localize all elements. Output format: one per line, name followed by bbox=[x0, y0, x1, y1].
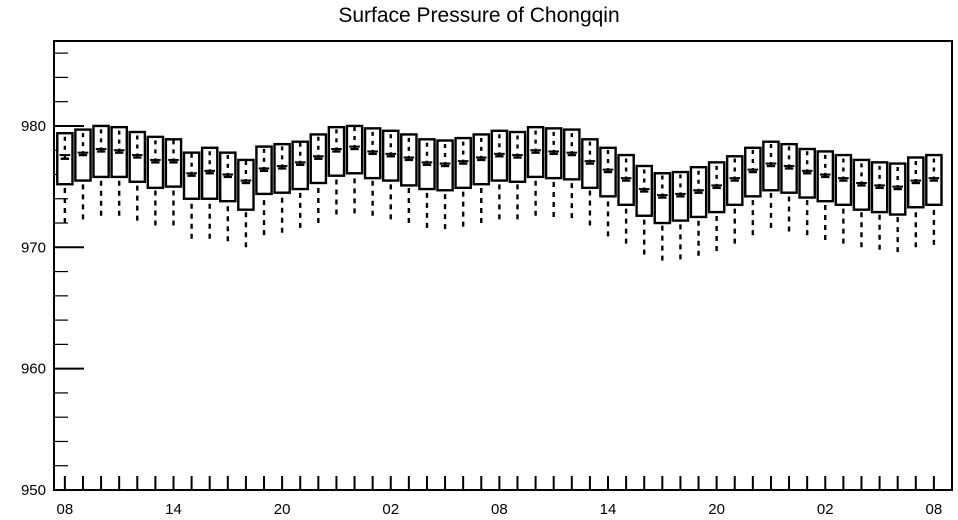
box-item bbox=[744, 146, 762, 236]
box-item bbox=[92, 124, 110, 216]
box-item bbox=[237, 158, 255, 248]
box-item bbox=[219, 151, 237, 242]
box-item bbox=[780, 142, 798, 232]
box-item bbox=[74, 128, 92, 220]
box-item bbox=[164, 138, 183, 226]
box-item bbox=[309, 133, 328, 224]
box-series bbox=[56, 124, 943, 261]
box-item bbox=[363, 127, 382, 216]
box-item bbox=[725, 155, 744, 244]
box-item bbox=[110, 125, 128, 216]
box-item bbox=[56, 132, 74, 224]
plot-frame bbox=[53, 40, 953, 491]
box-item bbox=[816, 150, 835, 241]
box-item bbox=[888, 162, 907, 253]
x-tick-label: 02 bbox=[382, 501, 399, 518]
chart-title: Surface Pressure of Chongqin bbox=[338, 4, 620, 27]
box-item bbox=[671, 170, 690, 260]
box-item bbox=[200, 146, 219, 239]
x-tick-label: 08 bbox=[57, 501, 74, 518]
box-item bbox=[291, 140, 310, 228]
box-item bbox=[562, 128, 581, 219]
box-item bbox=[906, 156, 925, 248]
box-item bbox=[544, 127, 563, 217]
box-item bbox=[255, 145, 273, 236]
box-item bbox=[581, 138, 599, 226]
box-item bbox=[436, 139, 454, 230]
x-tick-label: 20 bbox=[274, 501, 291, 518]
box-item bbox=[472, 133, 491, 224]
box-item bbox=[490, 129, 509, 220]
box-item bbox=[689, 166, 708, 256]
x-tick-label: 14 bbox=[165, 501, 182, 518]
box-item bbox=[653, 172, 672, 261]
box-item bbox=[925, 153, 943, 245]
box-item bbox=[617, 153, 635, 244]
y-tick-label: 950 bbox=[21, 482, 46, 499]
box-item bbox=[635, 164, 654, 255]
box-item bbox=[599, 146, 617, 237]
x-tick-label: 02 bbox=[817, 501, 834, 518]
box-item bbox=[870, 161, 889, 250]
box-item bbox=[381, 129, 400, 220]
y-tick-label: 980 bbox=[21, 118, 46, 135]
box-item bbox=[798, 147, 816, 236]
box-item bbox=[834, 153, 853, 244]
x-tick-label: 08 bbox=[491, 501, 508, 518]
box-item bbox=[508, 130, 527, 220]
box-item bbox=[146, 135, 165, 226]
box-item bbox=[273, 142, 291, 233]
box-item bbox=[327, 125, 346, 215]
x-tick-label: 20 bbox=[708, 501, 725, 518]
y-tick-label: 960 bbox=[21, 361, 46, 378]
box-item bbox=[762, 140, 780, 228]
box-item bbox=[454, 136, 472, 227]
box-body bbox=[237, 158, 255, 211]
box-item bbox=[852, 158, 871, 248]
box-item bbox=[182, 151, 201, 239]
box-item bbox=[707, 161, 726, 251]
box-item bbox=[345, 124, 364, 214]
box-item bbox=[418, 138, 436, 228]
x-tick-label: 08 bbox=[926, 501, 943, 518]
box-item bbox=[400, 133, 418, 224]
box-item bbox=[128, 130, 147, 221]
x-tick-label: 14 bbox=[600, 501, 617, 518]
box-item bbox=[526, 125, 545, 216]
y-tick-label: 970 bbox=[21, 239, 46, 256]
